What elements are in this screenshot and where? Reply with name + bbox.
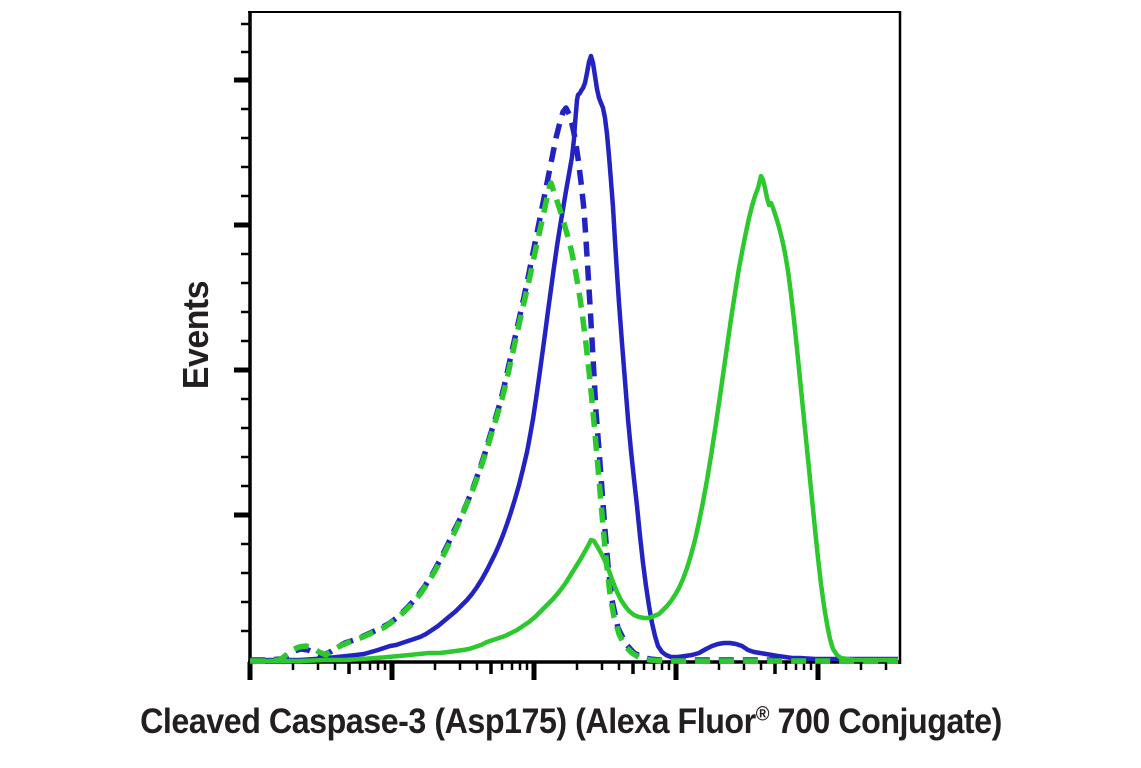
x-axis-label-text-tail: 700 Conjugate) <box>769 702 1002 741</box>
green-dashed-curve <box>250 180 898 664</box>
registered-trademark-symbol: ® <box>755 703 770 726</box>
blue-solid-curve <box>250 53 898 663</box>
y-axis-label: Events <box>175 280 216 390</box>
green-solid-curve <box>250 173 898 664</box>
x-axis-label-text: Cleaved Caspase-3 (Asp175) (Alexa Fluor <box>140 702 756 741</box>
x-axis-label: Cleaved Caspase-3 (Asp175) (Alexa Fluor®… <box>140 702 1002 742</box>
